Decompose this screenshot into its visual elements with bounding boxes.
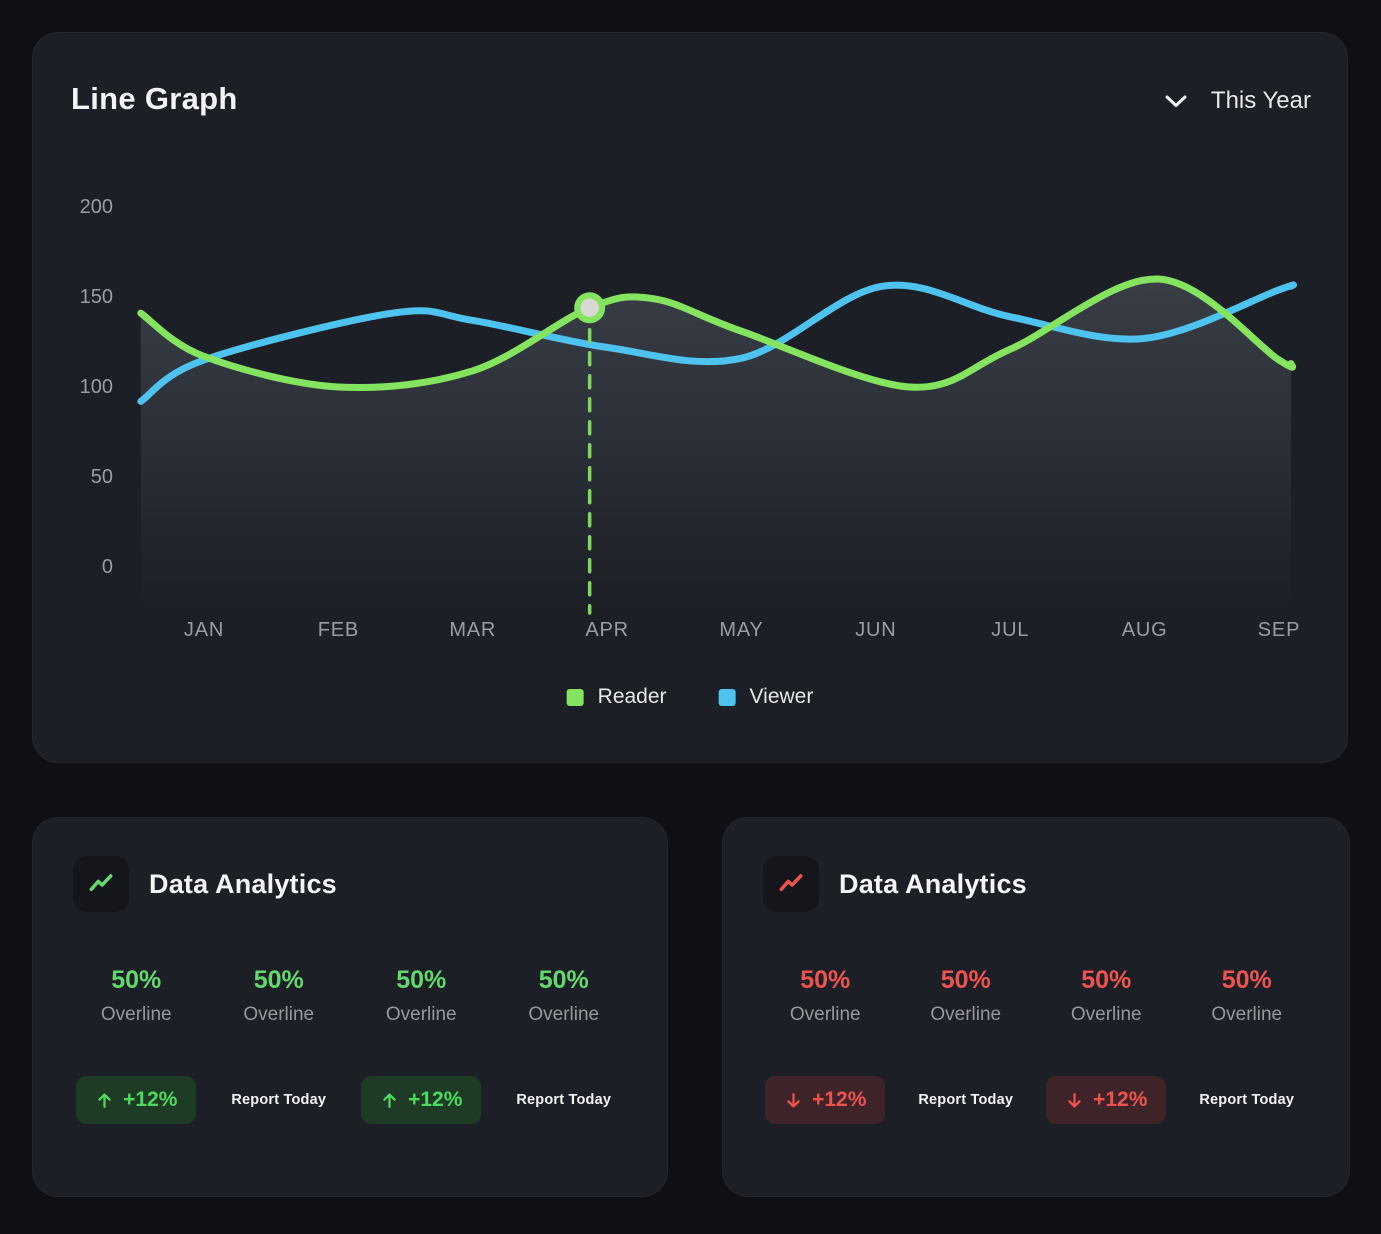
arrow-down-icon	[787, 1092, 800, 1108]
stat-value: 50%	[1081, 966, 1132, 994]
stat-label: Overline	[100, 1004, 172, 1025]
stat-item: 50% Overline	[755, 966, 896, 1026]
stat-item: 50% Overline	[65, 966, 208, 1026]
x-axis-label: JUN	[855, 619, 897, 641]
badge-value: +12%	[123, 1088, 178, 1111]
x-axis-label: JUL	[991, 619, 1030, 641]
x-axis-label: APR	[585, 619, 629, 641]
badge-value: +12%	[812, 1088, 867, 1111]
change-badge[interactable]: +12%	[76, 1076, 197, 1124]
highlight-marker-dot	[580, 298, 599, 317]
data-analytics-card-green: Data Analytics 50% Overline 50% Overline…	[32, 817, 668, 1197]
stats-row: 50% Overline 50% Overline 50% Overline 5…	[755, 966, 1317, 1026]
change-badge[interactable]: +12%	[361, 1076, 482, 1124]
stat-label: Overline	[1070, 1004, 1142, 1025]
page-title: Line Graph	[71, 81, 238, 116]
report-today-label[interactable]: Report Today	[918, 1092, 1014, 1108]
card-header: Data Analytics	[763, 856, 1349, 912]
stat-item: 50% Overline	[896, 966, 1037, 1026]
report-today-label[interactable]: Report Today	[1199, 1092, 1295, 1108]
stat-value: 50%	[253, 966, 304, 994]
y-axis-label: 50	[90, 466, 113, 488]
x-axis-label: MAR	[449, 619, 497, 641]
reader-area-fill	[140, 278, 1293, 611]
stat-value: 50%	[111, 966, 162, 994]
x-axis-label: MAY	[719, 619, 764, 641]
arrow-up-icon	[98, 1092, 111, 1108]
trending-up-icon	[779, 874, 803, 892]
badge-value: +12%	[408, 1088, 463, 1111]
viewer-swatch-icon	[718, 688, 736, 706]
viewer-line	[137, 281, 1297, 405]
line-graph-card: Line Graph This Year 200 150 100 50 0 JAN FEB…	[32, 32, 1348, 763]
stat-item: 50% Overline	[1036, 966, 1177, 1026]
reader-line	[137, 275, 1297, 392]
legend-item-reader[interactable]: Reader	[566, 685, 667, 709]
arrow-up-icon	[383, 1092, 396, 1108]
period-selector-label: This Year	[1210, 87, 1311, 114]
arrow-down-icon	[1068, 1092, 1081, 1108]
y-axis-label: 100	[79, 376, 113, 398]
y-axis-label: 150	[79, 286, 113, 308]
stat-item: 50% Overline	[350, 966, 493, 1026]
stat-item: 50% Overline	[493, 966, 636, 1026]
badge-value: +12%	[1093, 1088, 1148, 1111]
x-axis-label: SEP	[1257, 619, 1301, 641]
legend-label: Reader	[597, 685, 667, 708]
icon-tile	[73, 856, 129, 912]
stat-label: Overline	[1211, 1004, 1283, 1025]
card-title: Data Analytics	[149, 868, 337, 899]
change-badge[interactable]: +12%	[1046, 1076, 1167, 1124]
badges-row: +12% Report Today +12% Report Today	[755, 1076, 1317, 1124]
legend-label: Viewer	[749, 685, 814, 708]
stat-label: Overline	[789, 1004, 861, 1025]
stat-item: 50% Overline	[208, 966, 351, 1026]
period-selector[interactable]: This Year	[1165, 87, 1311, 115]
stat-item: 50% Overline	[1177, 966, 1318, 1026]
card-title: Data Analytics	[839, 868, 1027, 899]
card-header: Data Analytics	[73, 856, 667, 912]
change-badge[interactable]: +12%	[765, 1076, 886, 1124]
report-today-label[interactable]: Report Today	[231, 1092, 327, 1108]
y-axis-label: 0	[101, 556, 113, 578]
stat-value: 50%	[1221, 966, 1272, 994]
highlight-marker-ring[interactable]	[574, 292, 606, 324]
x-axis-label: JAN	[183, 619, 225, 641]
stat-value: 50%	[800, 966, 851, 994]
stats-row: 50% Overline 50% Overline 50% Overline 5…	[65, 966, 635, 1026]
stat-label: Overline	[528, 1004, 600, 1025]
report-today-label[interactable]: Report Today	[516, 1092, 612, 1108]
badges-row: +12% Report Today +12% Report Today	[65, 1076, 635, 1124]
reader-swatch-icon	[566, 688, 584, 706]
legend-item-viewer[interactable]: Viewer	[718, 685, 814, 709]
line-chart	[137, 275, 1297, 615]
data-analytics-card-red: Data Analytics 50% Overline 50% Overline…	[722, 817, 1350, 1197]
stat-value: 50%	[940, 966, 991, 994]
chart-legend: Reader Viewer	[566, 685, 814, 709]
x-axis-label: FEB	[317, 619, 360, 641]
stat-label: Overline	[243, 1004, 315, 1025]
y-axis-label: 200	[79, 196, 113, 218]
icon-tile	[763, 856, 819, 912]
stat-value: 50%	[396, 966, 447, 994]
stat-label: Overline	[930, 1004, 1002, 1025]
x-axis-label: AUG	[1121, 619, 1168, 641]
chevron-down-icon	[1165, 95, 1187, 107]
stat-label: Overline	[385, 1004, 457, 1025]
trending-up-icon	[89, 874, 113, 892]
stat-value: 50%	[538, 966, 589, 994]
